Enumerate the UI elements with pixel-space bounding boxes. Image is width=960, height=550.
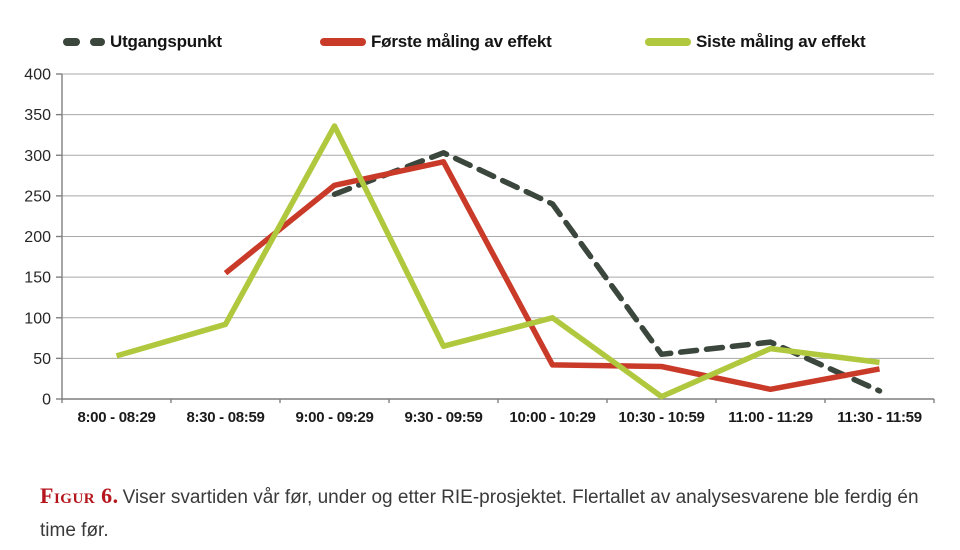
y-tick-label: 100 — [24, 310, 51, 327]
x-tick-label: 9:30 - 09:59 — [404, 409, 482, 426]
legend-item: Siste måling av effekt — [645, 26, 866, 58]
legend-item: Første måling av effekt — [320, 26, 552, 58]
dashed-line-swatch-icon — [63, 38, 105, 46]
dash-segment — [63, 38, 80, 46]
caption-text: Viser svartiden vår før, under og etter … — [40, 487, 919, 541]
x-tick-label: 10:30 - 10:59 — [618, 409, 704, 426]
x-tick-label: 11:00 - 11:29 — [728, 409, 813, 426]
line-swatch-icon — [645, 38, 691, 46]
series-line-2 — [223, 159, 881, 393]
y-tick-label: 400 — [24, 67, 51, 84]
dash-segment — [90, 38, 105, 46]
x-tick-label: 10:00 - 10:29 — [509, 409, 595, 426]
figure-caption: Figur 6. Viser svartiden vår før, under o… — [40, 479, 922, 547]
legend-item: Utgangspunkt — [63, 26, 222, 58]
line-segment — [320, 38, 366, 46]
y-tick-label: 150 — [24, 270, 51, 287]
figure-label: Figur 6. — [40, 483, 119, 508]
legend-item-label: Første måling av effekt — [371, 32, 552, 51]
x-tick-label: 8:00 - 08:29 — [77, 409, 155, 426]
y-tick-label: 0 — [42, 392, 51, 409]
chart-legend: Utgangspunkt Første måling av effekt Siste… — [0, 26, 960, 58]
series-line-3 — [115, 123, 880, 400]
legend-item-label: Siste måling av effekt — [696, 32, 866, 51]
line-segment — [645, 38, 691, 46]
y-tick-label: 300 — [24, 148, 51, 165]
legend-item-label: Utgangspunkt — [110, 32, 222, 51]
y-tick-label: 200 — [24, 229, 51, 246]
line-chart: 0 50 100 150 200 250 300 350 400 8:00 - 08:29 8:30… — [24, 67, 935, 426]
y-tick-label: 250 — [24, 188, 51, 205]
y-tick-label: 350 — [24, 107, 51, 124]
y-tick-label: 50 — [33, 351, 51, 368]
x-tick-label: 8:30 - 08:59 — [186, 409, 264, 426]
x-tick-label: 9:00 - 09:29 — [295, 409, 373, 426]
x-tick-label: 11:30 - 11:59 — [837, 409, 922, 426]
line-swatch-icon — [320, 38, 366, 46]
